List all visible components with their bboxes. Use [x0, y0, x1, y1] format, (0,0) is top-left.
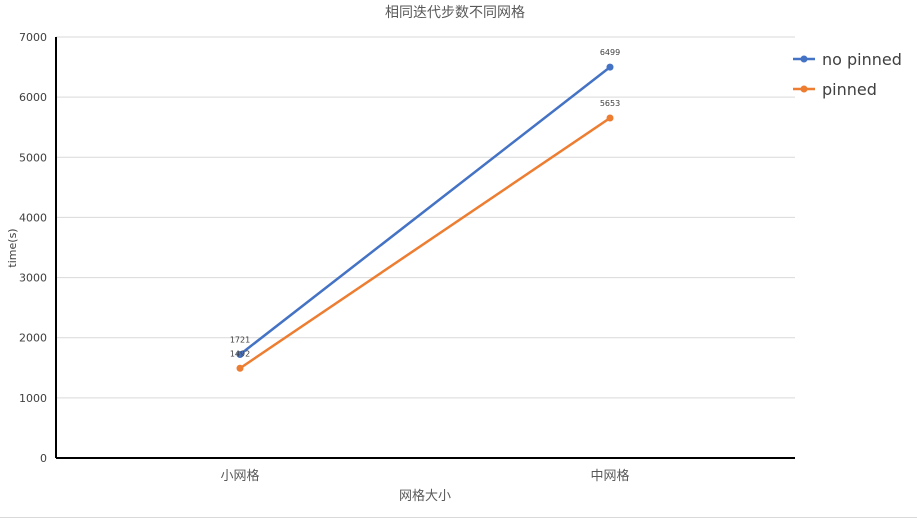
data-label: 5653 — [600, 99, 620, 108]
data-point — [606, 114, 614, 122]
series-layer: 1721 6499 1492 5653 — [230, 48, 620, 372]
legend-label: pinned — [822, 80, 877, 99]
data-label: 6499 — [600, 48, 620, 57]
bottom-divider — [0, 517, 917, 518]
y-tick-label: 5000 — [19, 151, 47, 164]
data-point — [236, 350, 244, 358]
legend-swatch-marker — [800, 85, 808, 93]
data-point — [606, 63, 614, 71]
axis-layer: 0 1000 2000 3000 4000 5000 6000 7000 小网格 中网格 — [19, 31, 795, 484]
series-line — [239, 66, 611, 356]
y-tick-label: 3000 — [19, 272, 47, 285]
y-tick-label: 4000 — [19, 211, 47, 224]
y-tick-label: 1000 — [19, 392, 47, 405]
legend-swatch-marker — [800, 55, 808, 63]
y-tick-label: 0 — [40, 452, 47, 465]
x-tick-label: 小网格 — [220, 468, 259, 484]
y-tick-label: 6000 — [19, 91, 47, 104]
x-axis-title: 网格大小 — [399, 488, 451, 504]
x-tick-label: 中网格 — [590, 468, 629, 484]
chart-title: 相同迭代步数不同网格 — [385, 5, 525, 21]
data-label: 1721 — [230, 335, 250, 344]
grid-layer — [56, 36, 795, 399]
legend[interactable]: no pinned pinned — [793, 50, 902, 99]
legend-label: no pinned — [822, 50, 902, 69]
series-line — [239, 116, 611, 370]
y-tick-label: 7000 — [19, 31, 47, 44]
y-tick-label: 2000 — [19, 332, 47, 345]
data-point — [236, 364, 244, 372]
data-label: 1492 — [230, 349, 250, 358]
y-axis-title: time(s) — [6, 228, 19, 267]
